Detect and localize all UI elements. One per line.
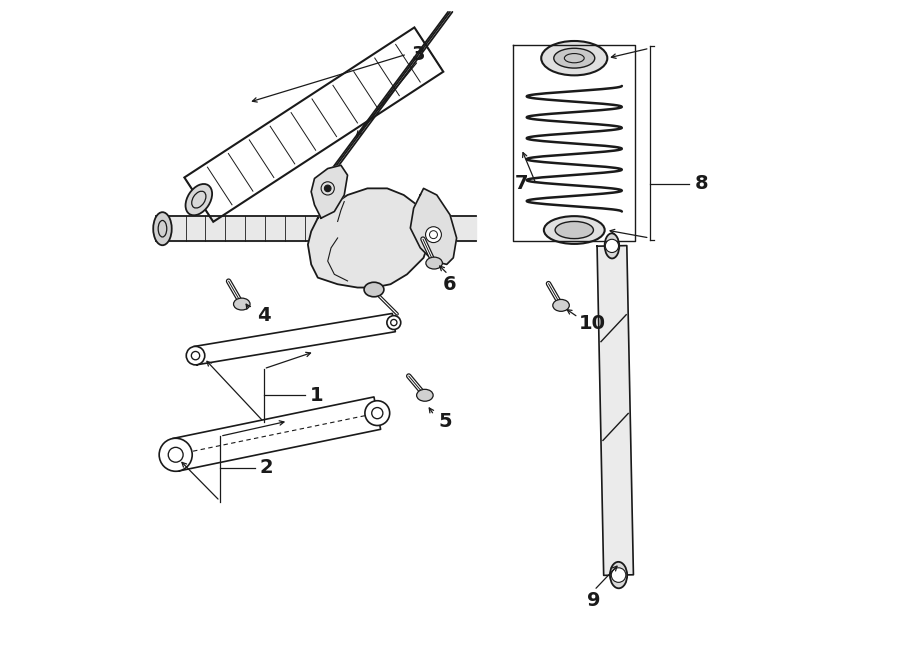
Circle shape [159,438,193,471]
Ellipse shape [417,389,433,401]
Polygon shape [311,165,347,218]
Text: 7: 7 [515,175,528,193]
Ellipse shape [553,299,570,311]
Ellipse shape [544,216,605,244]
Polygon shape [194,313,395,365]
Text: 6: 6 [443,275,457,293]
Circle shape [606,239,618,253]
Circle shape [387,316,400,329]
Ellipse shape [555,221,593,239]
Ellipse shape [233,298,250,310]
Circle shape [324,185,331,192]
Circle shape [611,568,625,582]
Polygon shape [156,216,331,241]
Ellipse shape [541,41,608,75]
Text: 5: 5 [438,412,452,431]
Ellipse shape [364,282,384,297]
Text: 10: 10 [579,315,606,333]
Text: 3: 3 [411,45,425,63]
Polygon shape [597,246,634,575]
Circle shape [426,227,441,243]
Polygon shape [308,188,430,288]
Text: 9: 9 [588,591,601,609]
Circle shape [186,346,205,365]
Ellipse shape [605,233,619,258]
Ellipse shape [153,212,172,245]
Polygon shape [410,188,456,264]
Text: 1: 1 [310,386,323,405]
Ellipse shape [426,257,443,269]
Text: 2: 2 [259,459,273,477]
Ellipse shape [185,184,212,215]
Text: 8: 8 [695,175,708,193]
Circle shape [364,401,390,426]
Text: 4: 4 [256,306,270,325]
Polygon shape [184,27,444,222]
Ellipse shape [610,562,627,588]
Polygon shape [172,397,381,471]
Polygon shape [331,216,476,241]
Ellipse shape [554,48,595,68]
